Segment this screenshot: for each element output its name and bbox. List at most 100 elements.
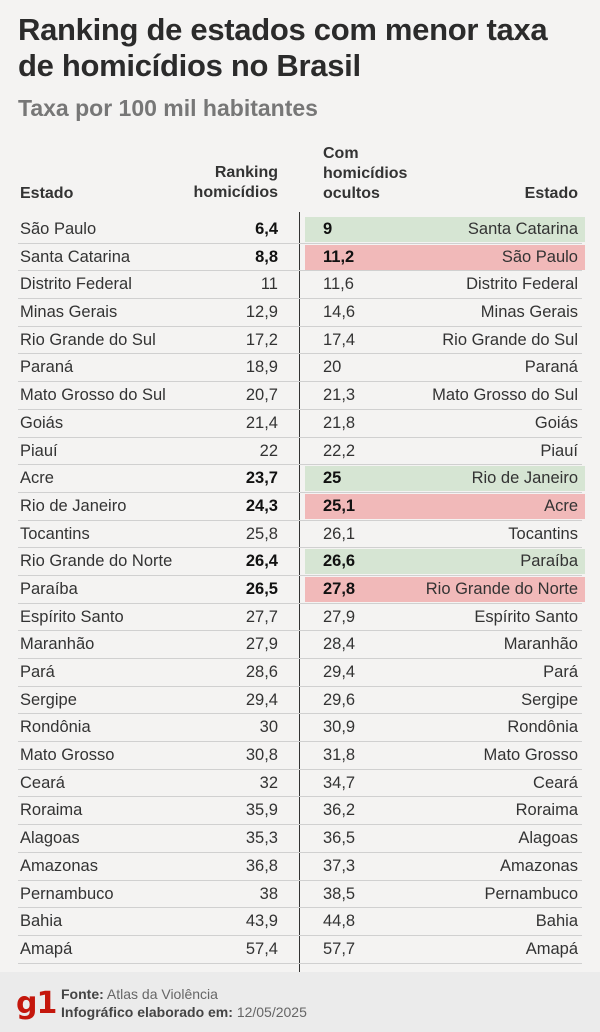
homicidios-value: 26,4 — [245, 552, 278, 571]
homicidios-value: 27,9 — [245, 635, 278, 654]
ocultos-value: 26,6 — [323, 552, 356, 571]
homicidios-value: 35,3 — [245, 829, 278, 848]
homicidios-value: 28,6 — [245, 663, 278, 681]
table-row: Tocantins 25,8 26,1 Tocantins — [0, 521, 600, 549]
estado-ocultos-cell: Goiás — [534, 413, 578, 432]
estado-cell: Maranhão — [20, 635, 95, 654]
homicidios-value: 30 — [259, 718, 278, 737]
table-row: Paraná 18,9 20 Paraná — [0, 354, 600, 382]
column-header-estado-right: Estado — [524, 185, 578, 202]
estado-ocultos-cell: Mato Grosso — [483, 746, 578, 765]
green-highlight — [305, 549, 585, 575]
ocultos-value: 17,4 — [323, 330, 356, 349]
estado-cell: Alagoas — [20, 829, 80, 848]
estado-cell: Rio Grande do Norte — [20, 552, 173, 571]
green-highlight — [305, 466, 585, 492]
estado-ocultos-cell: Piauí — [540, 441, 578, 460]
estado-cell: Rondônia — [20, 718, 91, 737]
ocultos-value: 21,3 — [323, 386, 356, 405]
table-row: Maranhão 27,9 28,4 Maranhão — [0, 631, 600, 659]
estado-cell: Minas Gerais — [20, 303, 118, 322]
table-row: Alagoas 35,3 36,5 Alagoas — [0, 825, 600, 853]
table-row: Ceará 32 34,7 Ceará — [0, 770, 600, 798]
table-row: Bahia 43,9 44,8 Bahia — [0, 908, 600, 936]
ocultos-value: 22,2 — [323, 441, 356, 460]
estado-ocultos-cell: Bahia — [535, 912, 578, 931]
homicidios-value: 26,5 — [245, 579, 278, 598]
homicidios-value: 29,4 — [245, 690, 278, 709]
estado-ocultos-cell: Pará — [543, 663, 578, 681]
ocultos-value: 11,2 — [323, 247, 355, 266]
estado-ocultos-cell: Rio Grande do Sul — [442, 330, 578, 349]
table-row: Amazonas 36,8 37,3 Amazonas — [0, 853, 600, 881]
ocultos-value: 38,5 — [323, 884, 356, 903]
table-row: Espírito Santo 27,7 27,9 Espírito Santo — [0, 604, 600, 632]
estado-cell: Paraná — [20, 358, 74, 377]
ocultos-value: 27,9 — [323, 607, 356, 626]
homicidios-value: 24,3 — [245, 496, 278, 515]
estado-cell: Amazonas — [20, 856, 98, 875]
column-header-ocultos-line3: ocultos — [323, 185, 380, 202]
estado-ocultos-cell: Alagoas — [518, 829, 578, 848]
table-row: São Paulo 6,4 9 Santa Catarina — [0, 216, 600, 244]
estado-ocultos-cell: Ceará — [533, 773, 578, 792]
green-highlight — [305, 217, 585, 242]
homicidios-value: 21,4 — [245, 413, 278, 432]
source-label: Fonte: — [61, 986, 104, 1002]
estado-ocultos-cell: Paraná — [524, 358, 578, 377]
estado-cell: Rio Grande do Sul — [20, 330, 156, 349]
ocultos-value: 36,2 — [323, 801, 356, 820]
date-line: Infográfico elaborado em: 12/05/2025 — [61, 1004, 307, 1020]
ocultos-value: 57,7 — [323, 939, 356, 958]
estado-cell: Acre — [20, 469, 54, 488]
date-label: Infográfico elaborado em: — [61, 1004, 233, 1020]
ocultos-value: 29,4 — [323, 663, 356, 681]
homicidios-value: 11 — [260, 275, 278, 294]
estado-cell: Mato Grosso — [20, 746, 115, 765]
homicidios-value: 38 — [259, 884, 278, 903]
estado-ocultos-cell: Rio Grande do Norte — [425, 579, 578, 598]
estado-cell: Distrito Federal — [20, 275, 132, 294]
estado-ocultos-cell: Mato Grosso do Sul — [432, 386, 578, 405]
estado-cell: Espírito Santo — [20, 607, 124, 626]
estado-ocultos-cell: Paraíba — [520, 552, 578, 571]
estado-ocultos-cell: Tocantins — [508, 524, 578, 543]
homicidios-value: 36,8 — [245, 856, 278, 875]
estado-ocultos-cell: Rio de Janeiro — [471, 469, 578, 488]
table-row: Acre 23,7 25 Rio de Janeiro — [0, 465, 600, 493]
column-header-ranking: Ranking homicídios — [194, 163, 278, 203]
footer-bar — [0, 972, 600, 1032]
table-row: Roraima 35,9 36,2 Roraima — [0, 797, 600, 825]
ocultos-value: 21,8 — [323, 413, 356, 432]
ocultos-value: 27,8 — [323, 579, 356, 598]
ocultos-value: 30,9 — [323, 718, 356, 737]
table-row: Distrito Federal 11 11,6 Distrito Federal — [0, 271, 600, 299]
estado-cell: Bahia — [20, 912, 63, 931]
homicidios-value: 23,7 — [245, 469, 278, 488]
ocultos-value: 25 — [323, 469, 342, 488]
column-header-ranking-line1: Ranking — [214, 164, 278, 181]
homicidios-value: 27,7 — [245, 607, 278, 626]
table-row: Goiás 21,4 21,8 Goiás — [0, 410, 600, 438]
ocultos-value: 28,4 — [323, 635, 356, 654]
homicidios-value: 32 — [259, 773, 278, 792]
table-row: Mato Grosso 30,8 31,8 Mato Grosso — [0, 742, 600, 770]
homicidios-value: 22 — [259, 441, 278, 460]
estado-ocultos-cell: Rondônia — [507, 718, 578, 737]
red-highlight — [305, 244, 585, 270]
homicidios-value: 8,8 — [255, 247, 278, 266]
homicidios-value: 30,8 — [245, 746, 278, 765]
source-line: Fonte: Atlas da Violência — [61, 986, 218, 1002]
estado-ocultos-cell: Espírito Santo — [474, 607, 578, 626]
ocultos-value: 37,3 — [323, 856, 356, 875]
ocultos-value: 34,7 — [323, 773, 356, 792]
table-row: Minas Gerais 12,9 14,6 Minas Gerais — [0, 299, 600, 327]
column-divider — [299, 212, 300, 972]
estado-ocultos-cell: Distrito Federal — [466, 275, 578, 294]
column-header-ocultos-line1: Com — [323, 145, 359, 162]
estado-cell: Roraima — [20, 801, 83, 820]
estado-ocultos-cell: Sergipe — [521, 690, 578, 709]
estado-cell: Paraíba — [20, 579, 78, 598]
red-highlight — [305, 576, 585, 602]
estado-ocultos-cell: Amapá — [525, 939, 578, 958]
